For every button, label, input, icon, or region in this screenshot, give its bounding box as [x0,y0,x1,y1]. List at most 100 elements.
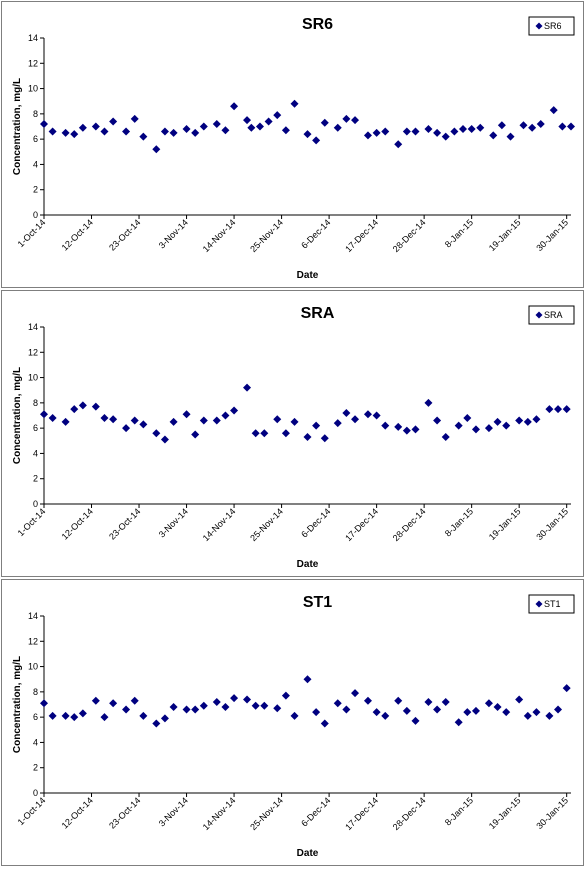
data-point [139,420,148,429]
data-point [394,140,403,149]
data-point [471,425,480,434]
y-tick-label: 4 [33,448,38,458]
data-point [212,416,221,425]
data-point [433,705,442,714]
data-point [139,132,148,141]
data-point [61,128,70,137]
x-tick-label: 6-Dec-14 [299,217,332,250]
data-point [454,421,463,430]
data-point [40,410,48,419]
data-point [91,122,100,131]
data-point [260,701,269,710]
data-point [463,708,472,717]
chart-title: SR6 [302,16,333,33]
x-tick-label: 25-Nov-14 [248,217,285,254]
data-point [199,122,208,131]
data-point [303,130,312,139]
x-tick-label: 28-Dec-14 [391,795,428,832]
legend: ST1 [528,594,575,614]
data-point [411,425,420,434]
y-tick-label: 14 [28,33,38,43]
y-tick-label: 0 [33,788,38,798]
legend-marker [535,311,543,319]
data-point [424,697,433,706]
data-point [476,123,485,132]
data-point [554,405,563,414]
data-point [351,116,360,125]
data-point [424,125,433,134]
data-point [70,130,79,139]
data-point [493,417,502,426]
data-point [130,416,139,425]
chart-title: ST1 [303,594,332,611]
data-point [372,411,381,420]
x-tick-label: 3-Nov-14 [157,506,190,539]
data-point [402,706,411,715]
data-point [562,684,571,693]
x-tick-label: 30-Jan-15 [534,217,570,253]
data-point [549,106,558,115]
data-point [169,417,178,426]
data-point [290,99,299,108]
data-point [381,421,390,430]
x-tick-label: 17-Dec-14 [343,217,380,254]
data-point [221,411,230,420]
data-point [342,114,351,123]
y-tick-label: 12 [28,347,38,357]
legend-label: SRA [544,310,563,320]
x-axis-title: Date [297,270,319,281]
chart-panel-sr6: SR6 0 2 4 6 8 10 12 14 1-Oct-14 12-Oct-14 23-Oct-14… [1,1,584,288]
data-point [152,429,161,438]
data-point [40,699,48,708]
data-point [411,716,420,725]
x-tick-label: 8-Jan-15 [443,217,475,249]
data-point [363,696,372,705]
x-tick-label: 1-Oct-14 [16,217,48,249]
x-tick-label: 25-Nov-14 [248,506,285,543]
data-point [130,114,139,123]
data-point [243,383,252,392]
y-tick-label: 12 [28,58,38,68]
data-point [558,122,567,131]
data-point [152,719,161,728]
x-tick-label: 19-Jan-15 [487,217,523,253]
x-tick-label: 30-Jan-15 [534,506,570,542]
legend-box [528,305,575,325]
data-point [255,122,264,131]
data-point [273,111,282,120]
data-point [333,699,342,708]
x-tick-label: 28-Dec-14 [391,506,428,543]
x-tick-label: 8-Jan-15 [443,795,475,827]
y-tick-label: 6 [33,712,38,722]
y-tick-label: 6 [33,423,38,433]
x-tick-label: 23-Oct-14 [107,506,142,541]
data-point [122,127,131,136]
data-point [109,117,118,126]
data-point [372,708,381,717]
data-point [320,118,329,127]
data-point [70,713,79,722]
data-point [182,705,191,714]
data-point [333,419,342,428]
data-point [199,416,208,425]
data-point [450,127,459,136]
data-point [91,696,100,705]
data-point [230,102,239,111]
data-point [48,127,57,136]
data-point [312,421,321,430]
data-point [484,699,493,708]
x-tick-label: 14-Nov-14 [201,506,238,543]
data-point [100,414,109,423]
data-point [506,132,515,141]
data-point [320,434,329,443]
data-point [562,405,571,414]
legend-label: ST1 [544,599,561,609]
x-axis-title: Date [297,559,319,570]
data-point [303,675,312,684]
legend-marker [535,22,543,30]
data-point [497,121,506,130]
data-point [424,398,433,407]
data-point [554,705,563,714]
data-point [471,706,480,715]
data-point [536,119,545,128]
